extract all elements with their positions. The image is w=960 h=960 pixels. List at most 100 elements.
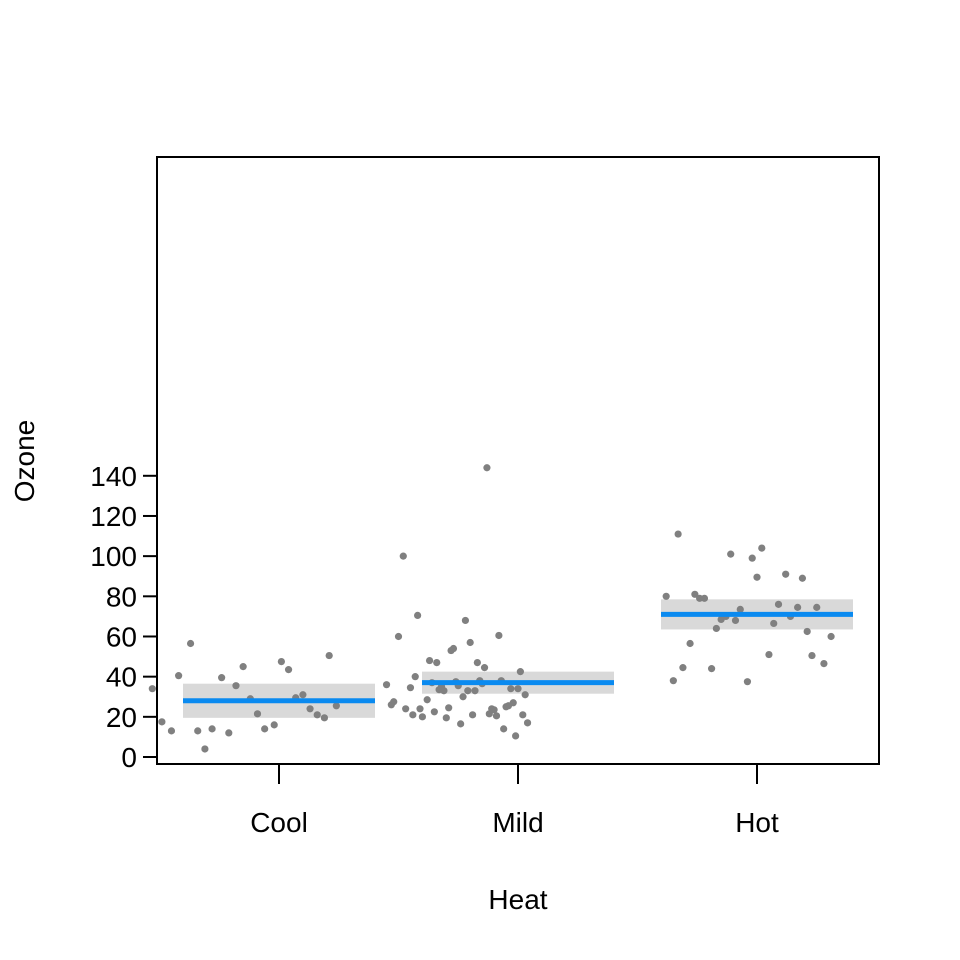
data-point [430, 708, 438, 716]
x-tick-label: Hot [735, 807, 779, 838]
data-point [758, 544, 766, 552]
data-points [148, 464, 835, 753]
data-point [820, 660, 828, 668]
data-point [218, 674, 226, 682]
data-point [406, 684, 415, 692]
y-tick-label: 20 [106, 702, 137, 733]
data-point [225, 729, 233, 737]
data-point [394, 632, 403, 641]
data-point [468, 711, 477, 719]
data-point [158, 718, 166, 726]
y-tick-label: 80 [106, 581, 137, 612]
data-point [433, 658, 441, 667]
data-point [500, 725, 508, 733]
data-point [691, 590, 699, 598]
data-point [492, 712, 501, 720]
data-point [382, 681, 391, 689]
data-point [186, 639, 195, 648]
data-point [194, 727, 202, 735]
data-point [299, 691, 307, 699]
data-point [669, 677, 677, 685]
data-point [416, 705, 424, 713]
y-tick-label: 40 [106, 662, 137, 693]
data-point [748, 554, 756, 562]
data-point [731, 616, 740, 625]
data-point [707, 665, 716, 673]
data-point [519, 711, 527, 719]
data-point [284, 666, 293, 674]
data-point [700, 594, 709, 602]
y-axis-title: Ozone [9, 420, 40, 503]
data-point [320, 714, 329, 722]
data-point [727, 550, 735, 558]
y-tick-label: 100 [90, 541, 137, 572]
data-point [261, 725, 269, 733]
data-point [490, 706, 498, 714]
data-point [495, 631, 503, 640]
data-point [253, 710, 262, 718]
data-point [440, 687, 448, 695]
data-point [402, 705, 410, 713]
data-point [201, 745, 209, 753]
data-point [813, 603, 821, 611]
x-axis: Cool Mild Hot [250, 764, 779, 838]
data-point [325, 651, 333, 660]
x-tick-label: Cool [250, 807, 308, 838]
data-point [512, 732, 520, 740]
y-tick-label: 0 [121, 742, 137, 773]
data-point [175, 672, 183, 680]
data-point [736, 605, 744, 613]
data-point [794, 603, 802, 611]
x-tick-label: Mild [492, 807, 543, 838]
data-point [414, 611, 422, 619]
data-point [480, 664, 489, 672]
data-point [514, 685, 522, 693]
data-point [390, 698, 398, 706]
data-point [464, 687, 472, 695]
data-point [770, 619, 778, 628]
data-point [743, 678, 752, 686]
data-point [521, 691, 529, 699]
data-point [148, 685, 156, 693]
data-point [507, 685, 515, 693]
data-point [409, 711, 417, 719]
data-point [523, 719, 532, 727]
data-point [411, 673, 419, 681]
data-point [827, 632, 835, 641]
y-tick-label: 140 [90, 461, 137, 492]
data-point [473, 658, 481, 667]
data-point [679, 664, 687, 672]
data-point [442, 714, 450, 722]
data-point [418, 713, 426, 721]
data-point [277, 657, 285, 666]
data-point [445, 704, 453, 712]
data-point [457, 720, 465, 728]
data-point [674, 530, 682, 538]
data-point [798, 574, 807, 582]
data-point [461, 616, 470, 625]
data-point [332, 702, 340, 710]
data-point [782, 570, 790, 578]
data-point [459, 693, 467, 701]
data-point [306, 705, 314, 713]
data-point [753, 573, 761, 581]
data-point [808, 651, 816, 660]
y-axis: 0 20 40 60 80 100 120 140 [90, 461, 157, 773]
data-point [313, 711, 321, 719]
data-point [399, 552, 407, 560]
data-point [516, 668, 524, 676]
x-axis-title: Heat [488, 884, 547, 915]
data-point [509, 699, 517, 707]
data-point [466, 638, 474, 647]
data-point [483, 464, 491, 472]
y-tick-label: 60 [106, 621, 137, 652]
data-point [471, 687, 479, 695]
y-tick-label: 120 [90, 501, 137, 532]
data-point [425, 656, 434, 665]
data-point [239, 663, 247, 671]
data-point [270, 721, 278, 729]
data-point [662, 592, 670, 600]
data-point [449, 644, 458, 653]
data-point [765, 650, 773, 659]
